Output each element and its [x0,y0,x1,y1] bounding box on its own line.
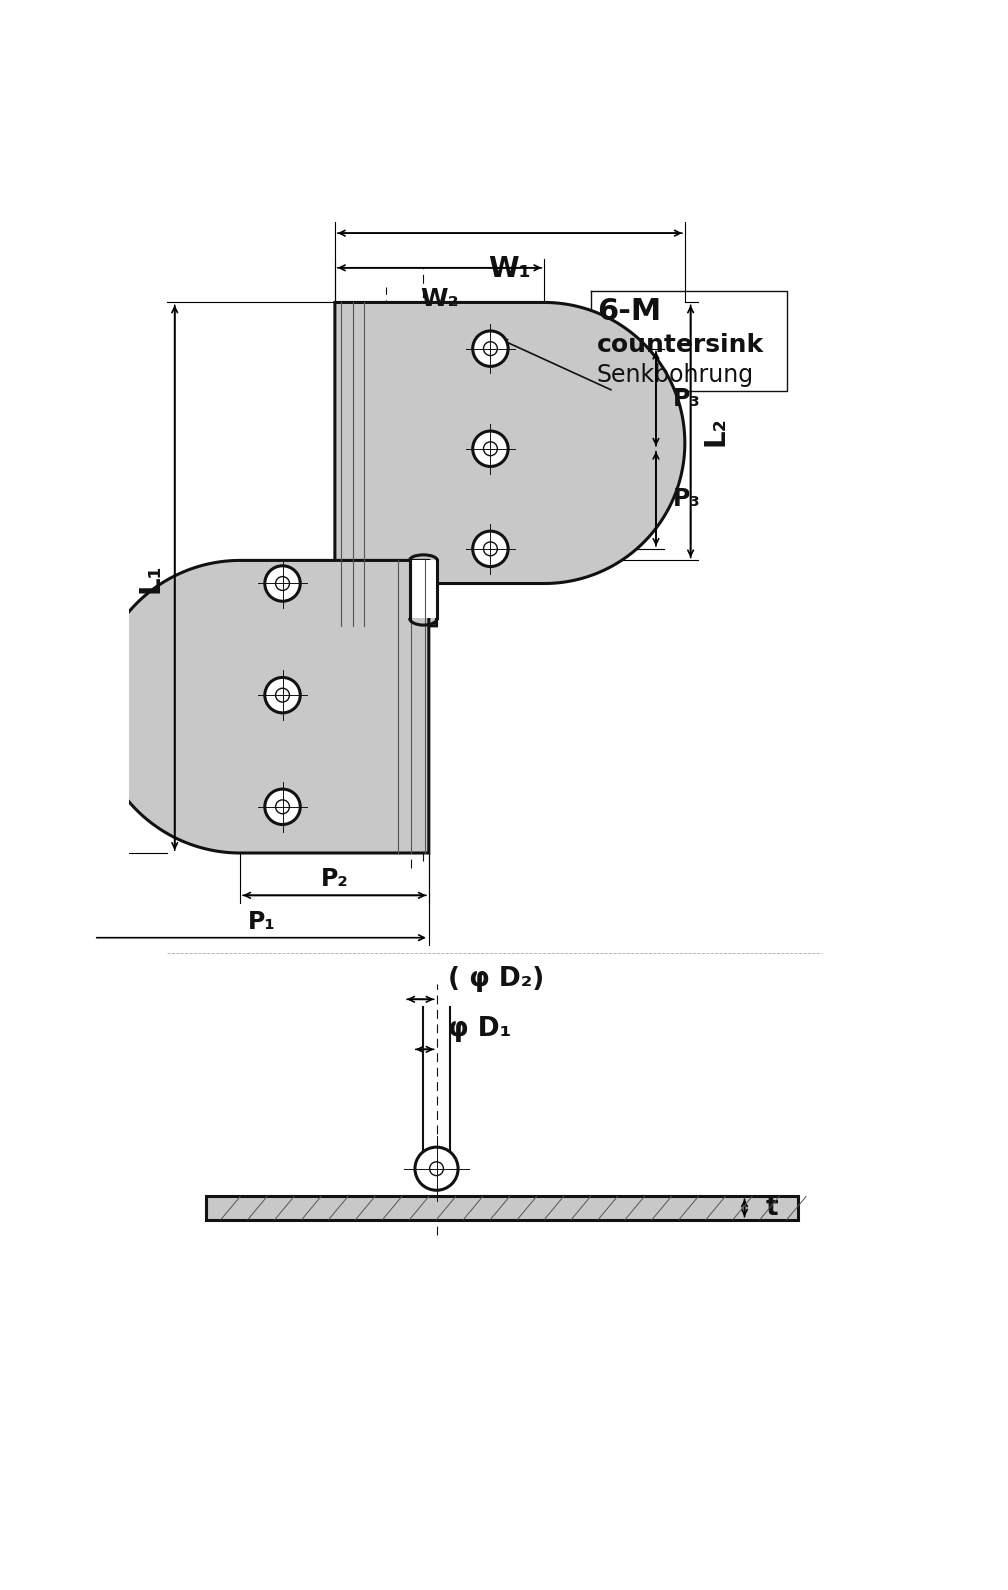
Text: W₁: W₁ [489,254,531,283]
Polygon shape [335,302,684,626]
Text: t: t [766,1196,779,1221]
Text: 6-M: 6-M [597,297,661,326]
Circle shape [275,800,289,814]
Circle shape [473,431,508,466]
Circle shape [275,688,289,703]
Text: P₃: P₃ [673,487,701,510]
Circle shape [275,577,289,590]
Circle shape [484,542,497,556]
Text: L₁: L₁ [136,563,164,593]
Text: P₁: P₁ [248,909,275,933]
Text: φ D₁: φ D₁ [449,1016,511,1041]
Text: L₂: L₂ [702,417,729,447]
Circle shape [429,1162,444,1175]
Polygon shape [94,560,428,852]
Text: W₂: W₂ [420,288,459,312]
Text: countersink: countersink [597,334,764,358]
Circle shape [473,531,508,566]
Circle shape [484,442,497,456]
Text: P₂: P₂ [321,868,349,892]
Circle shape [265,789,300,825]
Circle shape [473,331,508,366]
Text: P₃: P₃ [673,386,701,410]
Text: Senkbohrung: Senkbohrung [597,363,754,386]
Circle shape [265,677,300,712]
Circle shape [265,566,300,601]
Polygon shape [206,1196,798,1220]
Polygon shape [409,560,437,619]
Text: ( φ D₂): ( φ D₂) [449,965,544,992]
Circle shape [484,342,497,356]
Circle shape [415,1146,458,1191]
